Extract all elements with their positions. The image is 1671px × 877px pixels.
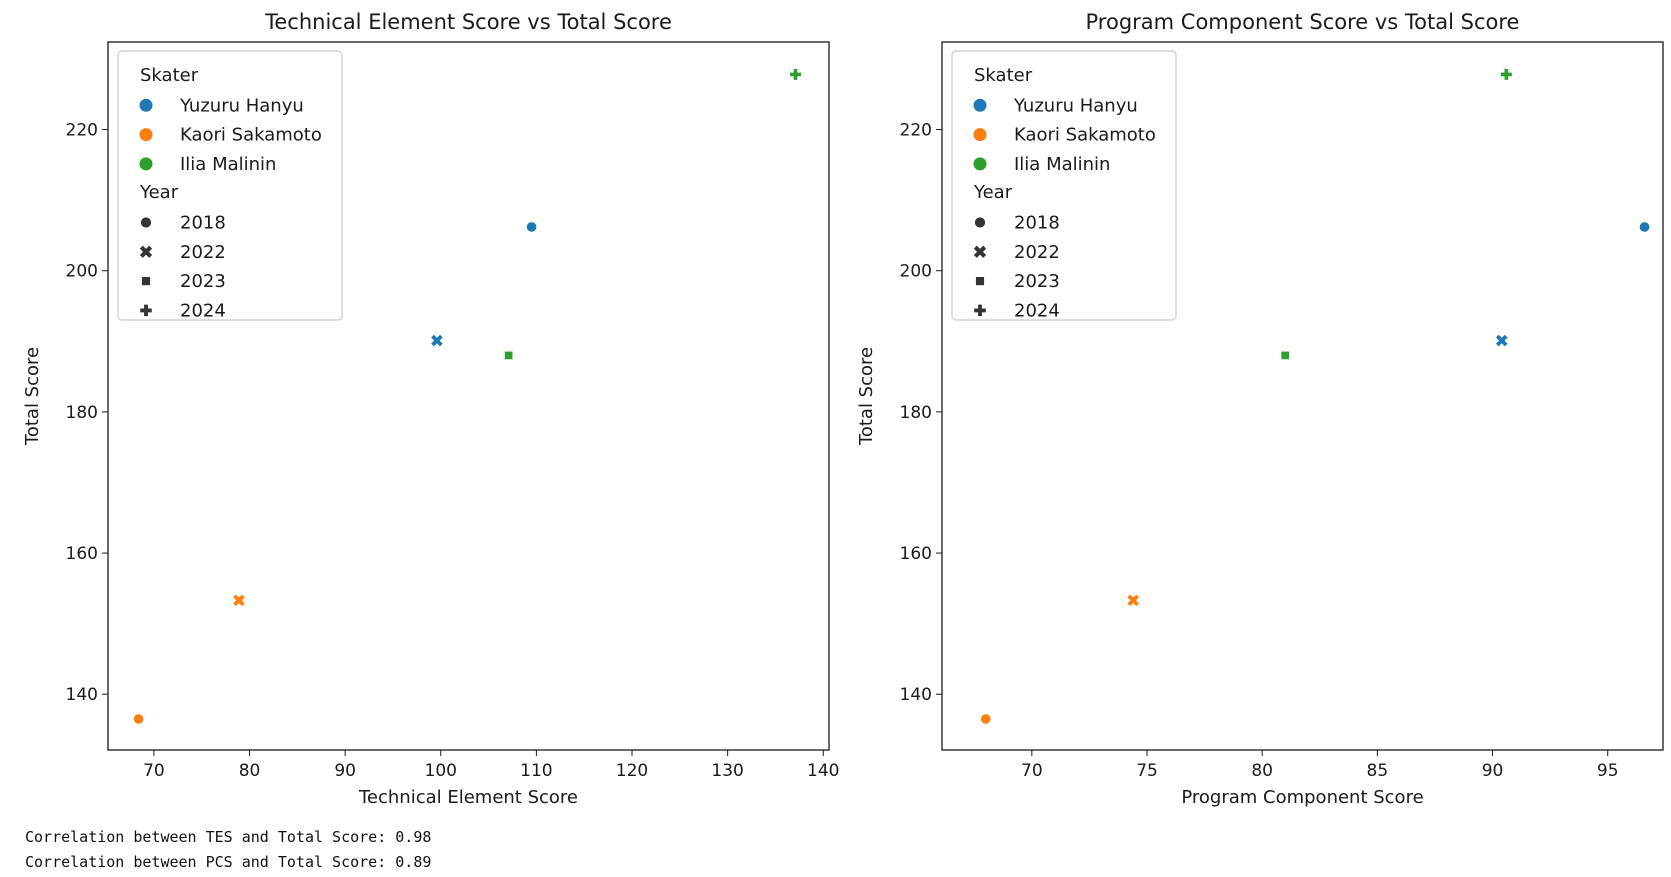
legend: Skater Yuzuru Hanyu Kaori Sakamoto Ilia Mal… (117, 50, 343, 321)
y-tick-label: 200 (900, 262, 932, 282)
point-yuzuru-hanyu-2018 (526, 221, 538, 233)
axes-frame (941, 41, 1664, 751)
y-axis-label: Total Score (22, 347, 43, 446)
legend-label-2018: 2018 (180, 213, 226, 234)
x-tick-label: 75 (1136, 761, 1158, 781)
legend-label-yuzuru-hanyu: Yuzuru Hanyu (179, 95, 304, 116)
point-ilia-malinin-2023 (504, 350, 514, 360)
legend-label-2022: 2022 (1014, 242, 1060, 263)
x-tick-label: 90 (1482, 761, 1504, 781)
point-kaori-sakamoto-2022 (233, 594, 245, 607)
point-kaori-sakamoto-2022 (1127, 594, 1139, 607)
chart-title: Technical Element Score vs Total Score (264, 10, 672, 34)
legend-label-2022: 2022 (180, 242, 226, 263)
legend-label-kaori-sakamoto: Kaori Sakamoto (1014, 125, 1156, 146)
legend-label-ilia-malinin: Ilia Malinin (180, 154, 276, 175)
x-tick-label: 70 (1021, 761, 1043, 781)
legend-label-2023: 2023 (180, 271, 226, 292)
x-tick-label: 120 (616, 761, 648, 781)
x-tick-label: 140 (807, 761, 839, 781)
x-axis-label: Technical Element Score (358, 787, 578, 808)
chart-title: Program Component Score vs Total Score (1086, 10, 1520, 34)
x-tick-label: 95 (1597, 761, 1619, 781)
legend: Skater Yuzuru Hanyu Kaori Sakamoto Ilia Mal… (951, 50, 1177, 321)
legend-box (951, 50, 1177, 321)
x-tick-label: 80 (239, 761, 261, 781)
legend-hue-title: Skater (974, 65, 1033, 86)
x-tick-label: 85 (1367, 761, 1389, 781)
y-tick-label: 220 (900, 121, 932, 141)
x-axis-label: Program Component Score (1181, 787, 1423, 808)
legend-label-yuzuru-hanyu: Yuzuru Hanyu (1013, 95, 1138, 116)
point-ilia-malinin-2024 (1500, 69, 1512, 80)
tes-scatter-panel: Technical Element Score vs Total Score 70… (22, 10, 839, 808)
x-tick-label: 80 (1251, 761, 1273, 781)
x-tick-label: 70 (143, 761, 165, 781)
legend-marker-2018 (974, 216, 986, 229)
y-tick-label: 180 (900, 403, 932, 423)
legend-style-title: Year (973, 182, 1013, 203)
legend-hue-title: Skater (140, 65, 199, 86)
y-tick-label: 140 (900, 685, 932, 705)
legend-marker-2022 (139, 245, 153, 258)
pcs-correlation-text: Correlation between PCS and Total Score:… (25, 853, 432, 871)
legend-marker-2023 (975, 276, 985, 286)
legend-label-2023: 2023 (1014, 271, 1060, 292)
y-tick-label: 220 (66, 121, 98, 141)
y-tick-label: 160 (900, 544, 932, 564)
tes-correlation-text: Correlation between TES and Total Score:… (25, 828, 432, 846)
legend-label-2024: 2024 (1014, 300, 1060, 321)
point-yuzuru-hanyu-2018 (1638, 221, 1651, 233)
point-yuzuru-hanyu-2022 (431, 334, 443, 347)
legend-marker-2024 (974, 304, 986, 317)
figure: Technical Element Score vs Total Score 70… (22, 10, 1664, 808)
x-tick-label: 110 (520, 761, 552, 781)
point-ilia-malinin-2023 (1280, 350, 1290, 360)
legend-label-kaori-sakamoto: Kaori Sakamoto (180, 125, 322, 146)
legend-style-title: Year (139, 182, 179, 203)
legend-box (117, 50, 343, 321)
x-tick-label: 100 (425, 761, 457, 781)
axes-frame (107, 41, 830, 751)
y-tick-label: 140 (66, 685, 98, 705)
legend-swatch-yuzuru-hanyu (973, 98, 987, 112)
y-tick-label: 160 (66, 544, 98, 564)
legend-swatch-yuzuru-hanyu (139, 98, 153, 112)
point-yuzuru-hanyu-2022 (1495, 334, 1508, 347)
legend-marker-2018 (140, 216, 152, 229)
y-tick-label: 180 (66, 403, 98, 423)
point-ilia-malinin-2024 (790, 69, 801, 80)
point-kaori-sakamoto-2018 (980, 713, 992, 725)
legend-swatch-kaori-sakamoto (973, 128, 987, 142)
legend-marker-2023 (141, 276, 151, 286)
point-kaori-sakamoto-2018 (132, 713, 145, 725)
legend-marker-2022 (973, 245, 987, 258)
legend-swatch-ilia-malinin (973, 157, 987, 171)
legend-label-2018: 2018 (1014, 213, 1060, 234)
legend-label-ilia-malinin: Ilia Malinin (1014, 154, 1110, 175)
legend-swatch-kaori-sakamoto (139, 128, 153, 142)
y-axis-label: Total Score (856, 347, 877, 446)
x-tick-label: 130 (711, 761, 743, 781)
x-tick-label: 90 (334, 761, 356, 781)
legend-label-2024: 2024 (180, 300, 226, 321)
legend-swatch-ilia-malinin (139, 157, 153, 171)
y-tick-label: 200 (66, 262, 98, 282)
legend-marker-2024 (140, 304, 152, 317)
pcs-scatter-panel: Program Component Score vs Total Score 70… (856, 10, 1664, 808)
